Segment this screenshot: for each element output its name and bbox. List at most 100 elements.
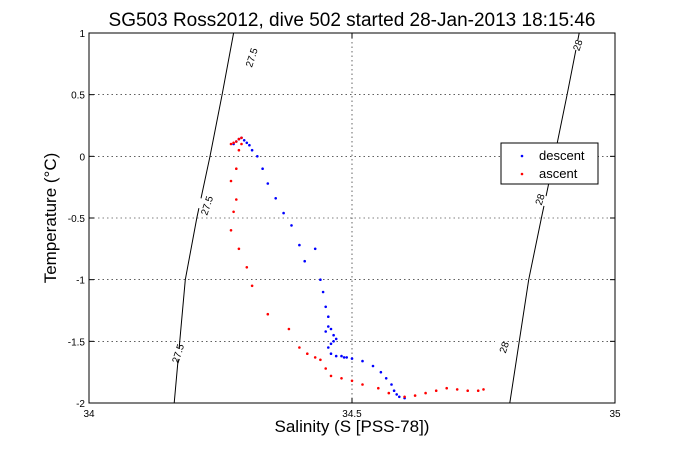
descent-point	[255, 155, 259, 158]
chart-title: SG503 Ross2012, dive 502 started 28-Jan-…	[109, 10, 596, 31]
x-tick-label: 34.5	[342, 409, 362, 420]
contour-label-background	[166, 345, 191, 362]
contour-label: 28	[572, 38, 586, 52]
ascent-point	[434, 389, 438, 393]
descent-point	[332, 333, 335, 337]
ascent-series	[229, 136, 485, 399]
ascent-point	[350, 379, 354, 383]
contour-label: 28	[498, 340, 512, 354]
descent-point	[390, 383, 393, 386]
descent-point	[274, 197, 278, 200]
ascent-point	[229, 179, 233, 183]
ascent-point	[403, 395, 406, 399]
ascent-point	[377, 386, 380, 390]
ascent-point	[424, 391, 427, 395]
ascent-point	[229, 142, 233, 146]
ascent-point	[235, 140, 238, 143]
descent-point	[329, 327, 333, 331]
ascent-point	[482, 388, 485, 391]
ascent-point	[240, 136, 243, 140]
descent-point	[324, 330, 328, 333]
contour-line-27-5	[173, 32, 235, 404]
ascent-point	[298, 346, 301, 349]
descent-point	[342, 356, 346, 359]
ascent-point	[324, 367, 328, 370]
x-tick-label: 34	[83, 409, 95, 420]
legend-descent-label: descent	[539, 148, 585, 163]
contour-label-background	[240, 49, 265, 66]
descent-point	[327, 315, 330, 319]
ascent-point	[237, 148, 241, 152]
y-tick-label: 0	[79, 152, 85, 163]
ascent-point	[319, 358, 322, 362]
descent-point	[334, 337, 338, 341]
x-tick-label: 35	[609, 409, 621, 420]
ascent-point	[329, 374, 333, 378]
descent-point	[324, 305, 328, 309]
y-axis-label: Temperature (°C)	[41, 153, 60, 284]
descent-point	[384, 377, 388, 380]
legend-ascent-label: ascent	[539, 166, 578, 181]
ascent-point	[413, 394, 417, 397]
ascent-point	[266, 312, 270, 316]
contour-label: 28	[534, 192, 548, 206]
contour-label-background	[492, 339, 517, 356]
ascent-point	[476, 389, 480, 393]
y-tick-label: -0.5	[68, 214, 86, 225]
descent-point	[303, 259, 307, 263]
contour-label-background	[566, 37, 591, 54]
ascent-point	[313, 356, 317, 359]
descent-point	[340, 354, 343, 358]
descent-point	[248, 143, 251, 147]
descent-point	[379, 370, 383, 374]
ascent-point	[237, 137, 241, 141]
ascent-point	[232, 141, 235, 145]
ascent-point	[229, 229, 233, 232]
descent-point	[245, 141, 249, 145]
y-tick-label: 0.5	[71, 91, 85, 102]
descent-point	[250, 148, 254, 152]
descent-point	[350, 357, 354, 360]
ascent-point	[445, 386, 449, 390]
descent-point	[398, 395, 401, 399]
descent-point	[345, 356, 349, 359]
ascent-point	[361, 383, 364, 386]
ascent-point	[306, 352, 309, 356]
ascent-point	[387, 391, 391, 395]
y-tick-label: -1.5	[68, 337, 86, 348]
descent-point	[242, 139, 246, 142]
contour-label-background	[195, 197, 220, 214]
descent-point	[392, 389, 396, 393]
descent-point	[334, 354, 338, 358]
y-tick-label: -2	[76, 399, 85, 410]
y-axis-ticks: 1 0.5 0 -0.5 -1 -1.5 -2	[68, 29, 615, 410]
ascent-point	[240, 142, 243, 146]
descent-point	[332, 340, 335, 343]
ascent-point	[455, 388, 459, 391]
legend-box	[500, 142, 599, 185]
descent-point	[361, 359, 364, 363]
ascent-point	[340, 377, 343, 380]
y-tick-label: -1	[76, 276, 85, 287]
descent-point	[321, 290, 325, 294]
descent-point	[371, 364, 375, 368]
descent-point	[266, 182, 270, 185]
contour-label-background	[528, 191, 553, 208]
x-axis-ticks: 34 34.5 35	[83, 33, 621, 420]
ascent-point	[466, 389, 470, 393]
descent-point	[329, 342, 333, 346]
ascent-point	[232, 210, 235, 214]
descent-point	[395, 393, 399, 396]
descent-point	[298, 243, 301, 247]
ascent-point	[250, 284, 254, 288]
descent-point	[327, 325, 330, 328]
x-axis-label: Salinity (S [PSS-78])	[275, 417, 430, 436]
contour-line-28	[509, 32, 580, 404]
descent-point	[329, 352, 333, 356]
ascent-point	[235, 167, 238, 170]
descent-point	[319, 278, 322, 282]
legend-ascent-marker	[520, 172, 524, 176]
